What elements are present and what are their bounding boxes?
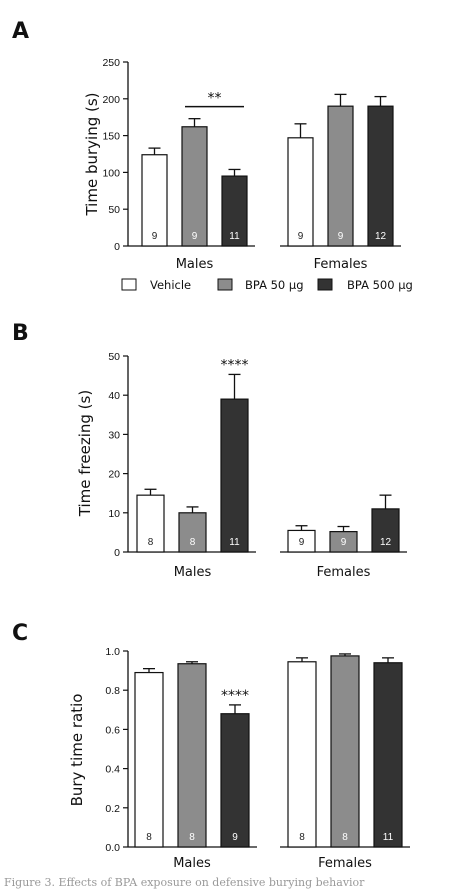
panel-letter-c: C [12,621,28,646]
y-tick-label: 1.0 [105,646,120,658]
significance-marker: ** [208,91,222,107]
plot-area-c: 0.0 0.2 0.4 0.6 0.8 1.0 8 8 9 Males 8 8 11 Females ***… [105,646,410,871]
n-label: 8 [299,832,305,843]
n-label: 11 [383,832,394,843]
y-tick-label: 150 [102,131,120,143]
bar-males-2 [220,398,249,553]
y-tick-label: 200 [102,94,120,106]
bar-females-1 [327,105,354,247]
y-tick-label: 50 [108,204,120,216]
n-label: 8 [146,832,152,843]
bar-males-1 [178,512,207,553]
legend-swatch-bpa50 [217,278,233,291]
legend-swatch-vehicle [121,278,137,291]
y-tick-label: 0 [114,241,120,253]
y-tick-label: 0.6 [105,724,120,736]
x-category-label: Females [318,856,372,871]
y-tick-label: 0 [114,547,120,559]
y-tick-label: 10 [108,508,120,520]
n-label: 8 [190,537,196,548]
n-label: 9 [152,231,158,242]
n-label: 9 [341,537,347,548]
x-category-label: Males [176,257,214,272]
y-axis-label-a: Time burying (s) [83,92,101,216]
y-axis-label-c: Bury time ratio [68,694,86,807]
legend-label-bpa500: BPA 500 µg [347,278,413,292]
y-tick-label: 30 [108,429,120,441]
y-tick-label: 100 [102,167,120,179]
n-label: 9 [232,832,238,843]
bar-males-2 [220,713,250,848]
panel-letter-b: B [12,321,29,346]
legend-swatch-bpa500 [317,278,333,291]
y-tick-label: 50 [108,351,120,363]
y-tick-label: 0.4 [105,764,120,776]
bar-females-1 [329,531,358,553]
panel-a: A Time burying (s) 0 50 100 150 200 250 9 9 11 Ma… [12,19,401,272]
y-axis-label-b: Time freezing (s) [76,390,94,517]
y-tick-label: 0.8 [105,685,120,697]
n-label: 9 [298,231,304,242]
legend: Vehicle BPA 50 µg BPA 500 µg [121,278,413,292]
bar-males-0 [136,494,165,553]
bar-females-0 [287,137,314,247]
n-label: 9 [338,231,344,242]
bar-females-0 [287,661,317,848]
y-tick-label: 40 [108,390,120,402]
n-label: 8 [148,537,154,548]
y-tick-label: 0.2 [105,803,120,815]
bar-males-1 [181,126,208,247]
n-label: 8 [342,832,348,843]
significance-marker: **** [221,688,249,704]
plot-area-a: 0 50 100 150 200 250 9 9 11 Males 9 9 12 Females ** [102,57,401,272]
n-label: 12 [380,537,392,548]
legend-label-bpa50: BPA 50 µg [245,278,304,292]
bar-males-1 [177,663,207,848]
n-label: 9 [192,231,198,242]
bar-males-2 [221,175,248,247]
significance-marker: **** [221,357,249,373]
bar-males-0 [134,671,164,848]
bar-females-2 [373,662,403,848]
panel-c: C Bury time ratio 0.0 0.2 0.4 0.6 0.8 1.0 8 8 9 M… [12,621,410,871]
x-category-label: Females [314,257,368,272]
panel-letter-a: A [12,19,29,44]
n-label: 11 [229,231,240,242]
plot-area-b: 0 10 20 30 40 50 8 8 11 Males 9 9 12 Females **** [108,351,407,580]
x-category-label: Males [174,565,212,580]
legend-label-vehicle: Vehicle [150,278,191,292]
bar-females-2 [371,508,400,553]
y-tick-label: 20 [108,469,120,481]
bar-females-2 [367,105,394,247]
y-tick-label: 0.0 [105,842,120,854]
bar-males-0 [141,154,168,247]
n-label: 12 [375,231,387,242]
n-label: 8 [189,832,195,843]
figure-caption: Figure 3. Effects of BPA exposure on def… [4,876,365,889]
bar-females-0 [287,529,316,553]
y-tick-label: 250 [102,57,120,69]
x-category-label: Females [317,565,371,580]
x-category-label: Males [173,856,211,871]
panel-b: B Time freezing (s) 0 10 20 30 40 50 8 8 11 Males… [12,321,407,580]
n-label: 9 [299,537,305,548]
n-label: 11 [229,537,240,548]
bar-females-1 [330,655,360,848]
